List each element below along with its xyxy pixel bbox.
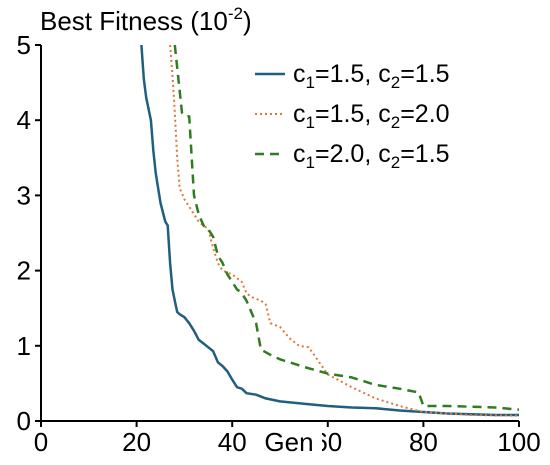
legend-subscript: 2: [391, 153, 400, 172]
legend-text-part: =1.5, c: [315, 100, 391, 128]
x-tick-label: 20: [122, 427, 151, 457]
legend-text-part: =1.5: [400, 140, 449, 168]
legend-subscript: 1: [306, 113, 315, 132]
x-tick-label: 100: [497, 427, 540, 457]
y-tick-label: 2: [17, 256, 31, 286]
y-axis-title-close: ): [243, 6, 252, 36]
legend-subscript: 1: [306, 153, 315, 172]
y-axis-title-exponent: -2: [228, 4, 243, 23]
y-tick-label: 0: [17, 406, 31, 436]
legend-text-part: =2.0, c: [315, 140, 391, 168]
y-axis-title-main: Best Fitness (10: [40, 6, 228, 36]
series-line-1: [140, 45, 519, 417]
legend-subscript: 2: [391, 73, 400, 92]
y-tick-label: 1: [17, 331, 31, 361]
x-axis-title: Gen: [264, 427, 313, 457]
legend-text-part: =2.0: [400, 100, 449, 128]
legend-subscript: 2: [391, 113, 400, 132]
legend-text-part: c: [293, 140, 306, 168]
legend-subscript: 1: [306, 73, 315, 92]
legend-entry-1: c1=1.5, c2=1.5: [255, 60, 450, 92]
legend-text-part: =1.5: [400, 60, 449, 88]
x-tick-label: 80: [409, 427, 438, 457]
x-tick-label: 0: [34, 427, 48, 457]
legend-text-part: c: [293, 60, 306, 88]
y-tick-label: 4: [17, 105, 31, 135]
y-tick-label: 5: [17, 30, 31, 60]
legend-label: c1=2.0, c2=1.5: [293, 140, 450, 172]
legend-entry-2: c1=1.5, c2=2.0: [255, 100, 450, 132]
legend: c1=1.5, c2=1.5c1=1.5, c2=2.0c1=2.0, c2=1…: [255, 60, 450, 172]
legend-label: c1=1.5, c2=2.0: [293, 100, 450, 132]
legend-entry-3: c1=2.0, c2=1.5: [255, 140, 450, 172]
y-ticks: 0 1 2 3 4 5: [17, 30, 41, 436]
legend-text-part: =1.5, c: [315, 60, 391, 88]
series-line-3: [173, 45, 519, 411]
series-layer: [140, 45, 519, 417]
y-tick-label: 3: [17, 180, 31, 210]
legend-text-part: c: [293, 100, 306, 128]
y-axis-title: Best Fitness (10-2): [40, 4, 252, 36]
legend-label: c1=1.5, c2=1.5: [293, 60, 450, 92]
x-tick-label: 40: [218, 427, 247, 457]
x-axis-title-backing: [256, 424, 322, 458]
